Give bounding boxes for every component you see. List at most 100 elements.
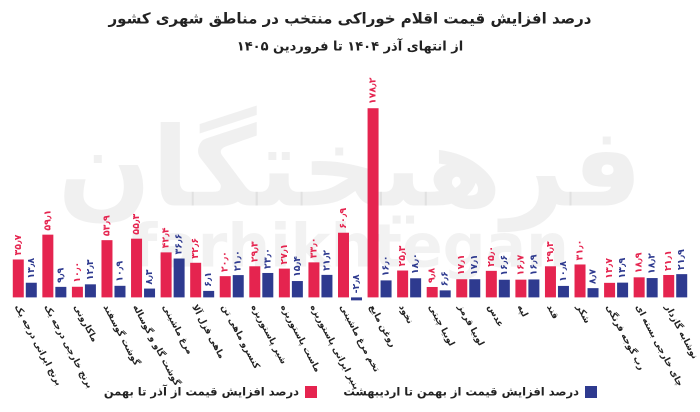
bar [203,290,215,298]
bar [515,279,527,298]
value-label: ۱۰٫۹ [114,261,125,282]
bar [262,272,274,298]
bar [633,277,645,298]
bar [439,290,451,298]
bar [55,286,67,298]
bar [278,268,290,298]
bar [12,259,24,298]
bar [25,282,37,298]
bar [101,240,113,298]
bar [131,238,143,298]
bar [249,266,261,298]
value-label: ۸٫۷ [588,269,599,284]
bar [367,108,379,298]
bar [604,282,616,298]
bar [71,286,83,298]
value-label: ۱۳٫۹ [617,257,628,278]
value-label: -۲٫۸ [351,274,362,293]
value-label: ۱۳٫۷ [604,258,615,279]
value-label: ۱۰٫۰ [72,262,83,283]
bar [528,279,540,298]
value-label: ۳۳٫۰ [308,237,319,258]
value-label: ۵۵٫۳ [131,214,142,235]
value-label: ۱۶٫۹ [528,254,539,275]
value-label: ۶٫۶ [440,271,451,286]
bar [587,288,599,298]
value-label: ۱۵٫۴ [292,256,303,277]
value-label: ۲۱٫۰ [233,250,244,271]
value-label: ۱۶٫۶ [499,255,510,276]
bar [160,252,172,298]
bar [219,276,231,298]
value-label: ۲۹٫۳ [545,241,556,262]
bar [544,266,556,298]
value-label: ۶٫۱ [203,272,214,287]
bar [114,285,126,298]
value-label: ۲۹٫۳ [249,241,260,262]
value-label: ۸٫۳ [144,269,155,284]
bar [232,275,244,298]
legend-swatch [585,386,597,398]
value-label: ۲۷٫۱ [279,244,290,265]
value-label: ۱۷٫۱ [469,254,480,275]
value-label: ۹٫۹ [55,268,66,283]
value-label: ۳۱٫۰ [575,240,586,261]
watermark: farhikhtegan [131,212,569,282]
chart-subtitle: از انتهای آذر ۱۴۰۴ تا فروردین ۱۴۰۵ [237,38,463,55]
value-label: ۹٫۸ [427,268,438,283]
watermark: فرهیختگان [58,103,643,232]
bar [84,284,96,298]
value-label: ۲۵٫۰ [486,246,497,267]
legend-swatch [305,386,317,398]
bar [410,278,422,298]
value-label: ۲۰٫۰ [220,251,231,272]
bar [469,279,481,298]
bar [321,274,333,298]
bar [380,280,392,298]
value-label: ۵۹٫۱ [42,210,53,231]
bar [397,270,409,298]
value-label: ۱۳٫۸ [26,258,37,279]
value-label: ۲۵٫۳ [397,245,408,266]
value-label: ۶۰٫۹ [338,208,349,229]
bar [676,274,688,298]
value-label: ۲۱٫۹ [676,249,687,270]
value-label: ۱۶٫۷ [515,255,526,276]
bar [338,232,349,298]
value-label: ۱۸٫۰ [410,253,421,274]
value-label: ۲۱٫۱ [663,250,674,271]
value-label: ۱۸٫۲ [647,253,658,274]
value-label: ۳۲٫۶ [190,238,201,259]
value-label: ۳۵٫۷ [13,234,24,255]
bar [190,262,202,298]
bar [144,288,156,298]
bar [42,234,54,298]
value-label: ۱۰٫۸ [558,261,569,282]
bar [663,274,675,298]
bar [574,264,586,298]
value-label: ۱۷۸٫۲ [368,77,379,104]
legend-label: درصد افزایش قیمت از آذر تا بهمن [104,385,299,399]
bar [617,282,629,298]
value-label: ۱۲٫۳ [85,259,96,280]
bar [557,285,569,298]
value-label: ۴۲٫۴ [161,227,172,248]
value-label: ۲۳٫۰ [262,248,273,269]
legend-label: درصد افزایش قیمت از بهمن تا اردیبهشت [343,385,579,399]
bar [426,286,438,298]
value-label: ۲۱٫۲ [321,250,332,271]
bar [173,258,185,298]
bar [646,278,658,298]
bar [485,270,497,298]
value-label: ۳۶٫۶ [174,234,185,255]
chart-title: درصد افزایش قیمت اقلام خوراکی منتخب در م… [108,10,592,28]
value-label: ۱۶٫۰ [381,255,392,276]
value-label: ۱۷٫۱ [456,254,467,275]
bar [498,279,510,298]
bar [308,262,320,298]
bar [456,279,468,298]
bar [351,297,362,301]
bar [291,281,303,298]
